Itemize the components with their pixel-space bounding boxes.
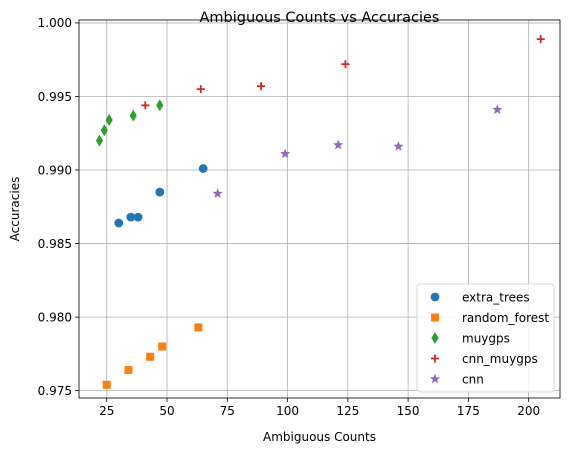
y-tick-label: 0.985 [38,237,72,251]
point-muygps [100,124,108,137]
point-cnn-muygps [141,101,150,110]
point-cnn [492,104,503,115]
y-tick-label: 0.995 [38,90,72,104]
point-cnn [333,139,344,150]
point-random-forest [102,380,111,389]
point-random-forest [158,342,167,351]
legend-label-extra-trees: extra_trees [462,290,530,304]
point-muygps [95,134,104,147]
legend-marker-extra-trees [430,292,440,302]
legend-marker-muygps [431,332,439,344]
legend-label-cnn-muygps: cnn_muygps [462,352,538,366]
legend-label-random-forest: random_forest [462,311,549,325]
x-axis-label: Ambiguous Counts [263,430,376,444]
point-random-forest [124,366,133,375]
point-muygps [156,99,164,112]
legend-box [416,283,555,393]
point-cnn [280,148,291,159]
x-tick-label: 175 [457,404,480,418]
x-tick-label: 100 [276,404,299,418]
data-points [95,35,545,389]
point-random-forest [146,352,155,361]
legend-label-cnn: cnn [462,372,484,386]
x-tick-label: 200 [517,404,540,418]
point-cnn [212,188,223,198]
point-cnn-muygps [257,82,266,91]
x-tick-label: 25 [99,404,114,418]
y-tick-label: 0.980 [38,310,72,324]
legend-marker-cnn-muygps [431,354,439,363]
point-extra-trees [114,218,124,228]
y-tick-label: 0.990 [38,163,72,177]
point-muygps [129,109,137,122]
x-tick-label: 75 [220,404,235,418]
point-extra-trees [126,212,136,222]
plot-area-frame [78,19,561,399]
x-tick-label: 150 [397,404,420,418]
point-extra-trees [155,187,165,197]
y-tick-label: 1.000 [38,16,72,30]
y-axis-label: Accuracies [8,177,22,242]
x-tick-label: 50 [159,404,174,418]
y-tick-label: 0.975 [38,384,72,398]
point-muygps [105,114,113,127]
chart-title: Ambiguous Counts vs Accuracies [200,10,440,26]
legend-marker-cnn [429,373,441,384]
point-cnn-muygps [536,35,545,44]
x-tick-label: 125 [336,404,359,418]
grid [79,20,560,398]
point-extra-trees [133,212,143,222]
point-random-forest [194,323,203,332]
point-extra-trees [198,164,208,173]
point-cnn [393,141,404,151]
legend-marker-random-forest [431,313,439,322]
point-cnn-muygps [341,60,350,69]
point-cnn-muygps [196,85,205,94]
axis-ticks: 25 50 75 100 125 150 175 200 0.975 0.980 0.985 0.99… [38,16,540,418]
legend-label-muygps: muygps [462,331,510,345]
